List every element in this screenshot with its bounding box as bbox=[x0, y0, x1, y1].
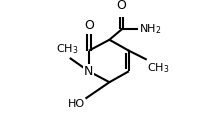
Text: CH$_3$: CH$_3$ bbox=[147, 62, 169, 75]
Text: HO: HO bbox=[68, 99, 85, 109]
Text: N: N bbox=[84, 65, 94, 78]
Text: NH$_2$: NH$_2$ bbox=[138, 22, 161, 36]
Text: O: O bbox=[84, 19, 94, 32]
Text: CH$_3$: CH$_3$ bbox=[56, 42, 79, 56]
Text: O: O bbox=[117, 0, 126, 12]
